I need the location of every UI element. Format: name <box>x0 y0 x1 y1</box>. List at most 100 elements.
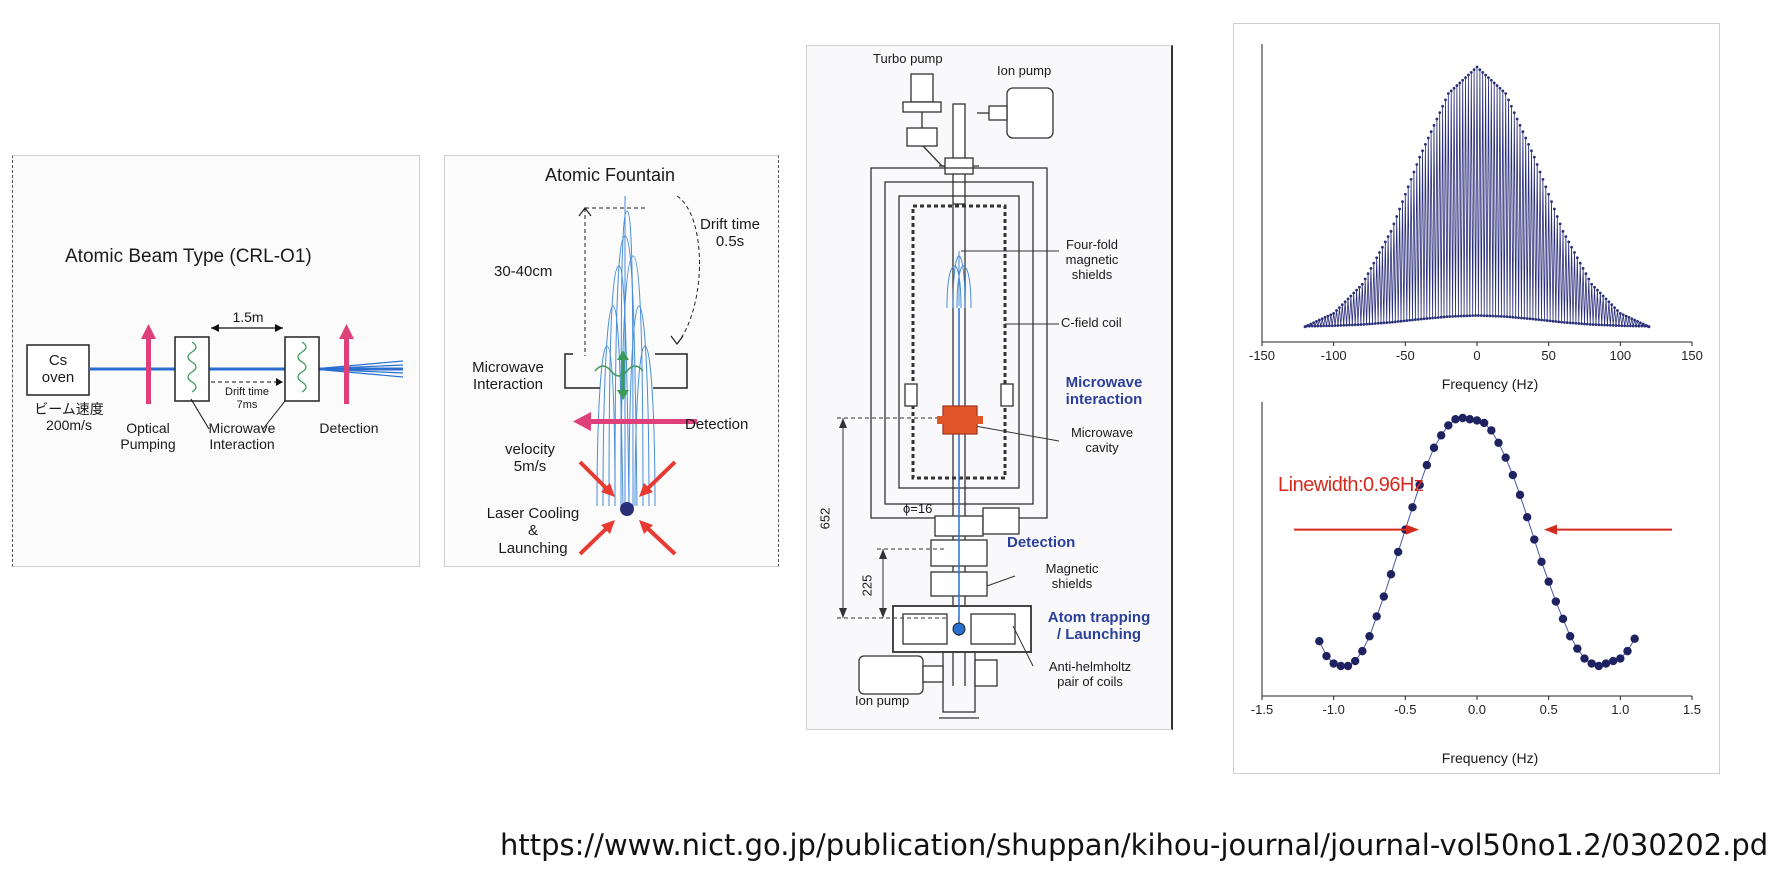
magnetic-shields-label: Magnetic shields <box>1045 561 1099 591</box>
data-point <box>1477 314 1480 317</box>
data-point <box>1512 111 1516 115</box>
data-point <box>1349 294 1353 298</box>
data-point <box>1415 480 1424 490</box>
data-point <box>1620 324 1624 328</box>
data-point <box>1366 272 1370 276</box>
data-point <box>1388 320 1391 324</box>
data-point <box>1381 245 1384 249</box>
data-point <box>1310 324 1314 328</box>
data-point <box>1561 229 1565 233</box>
data-point <box>1601 659 1611 668</box>
data-point <box>1385 321 1389 325</box>
data-point <box>1568 321 1572 325</box>
data-point <box>1358 285 1361 289</box>
data-point <box>1375 256 1379 260</box>
data-point <box>1515 117 1519 121</box>
data-point <box>1439 315 1443 319</box>
data-point <box>1343 300 1347 304</box>
data-point <box>1335 309 1338 312</box>
data-point <box>1608 323 1612 327</box>
ramsey-charts-panel: -150 -100 -50 0 50 100 150 -1.5 -1.0 -0.5 0.0 0.5 1… <box>1233 23 1720 774</box>
data-point <box>1458 81 1462 85</box>
data-point <box>1464 76 1467 80</box>
x-tick-label: 1.0 <box>1611 702 1629 717</box>
data-point <box>1541 177 1545 181</box>
data-point <box>1373 322 1377 325</box>
height-label: 30-40cm <box>494 263 553 280</box>
data-point <box>1360 282 1364 286</box>
data-point <box>1436 431 1446 440</box>
data-point <box>1610 303 1614 307</box>
atom-cloud <box>952 622 966 636</box>
data-point <box>1425 317 1429 320</box>
data-point <box>1389 229 1393 233</box>
data-point <box>1581 267 1585 270</box>
data-point <box>1492 81 1496 85</box>
turbo-pump-label: Turbo pump <box>873 51 943 66</box>
data-point <box>1538 170 1542 174</box>
data-point <box>1628 324 1632 328</box>
data-point <box>1313 324 1317 328</box>
data-point <box>1532 155 1536 159</box>
data-point <box>1540 318 1543 322</box>
data-point <box>1611 324 1615 327</box>
data-point <box>1426 136 1430 140</box>
bottom-xlabel: Frequency (Hz) <box>1441 750 1539 766</box>
data-point <box>1352 291 1356 295</box>
linewidth-annotation: Linewidth:0.96Hz <box>1278 474 1424 496</box>
cfield-label: C-field coil <box>1061 315 1122 330</box>
x-tick-label: 50 <box>1541 348 1555 363</box>
data-point <box>1616 309 1619 312</box>
data-point <box>1392 222 1396 226</box>
data-point <box>1396 320 1400 323</box>
fountain-title: Atomic Fountain <box>544 165 676 185</box>
source-url: https://www.nict.go.jp/publication/shupp… <box>500 828 1768 862</box>
beam-diagram <box>26 324 404 430</box>
data-point <box>1452 86 1456 90</box>
data-point <box>1445 315 1449 319</box>
beam-title: Atomic Beam Type (CRL-O1) <box>65 246 312 267</box>
data-point <box>1350 323 1354 327</box>
data-point <box>1571 321 1575 325</box>
data-point <box>1416 317 1420 321</box>
data-point <box>1537 557 1546 567</box>
ion-pump-bottom-label: Ion pump <box>855 693 910 708</box>
data-point <box>1627 316 1631 319</box>
optical-pumping-label: Optical Pumping <box>120 420 176 453</box>
data-point <box>1372 261 1376 265</box>
data-point <box>1368 322 1371 326</box>
cooling-label: Laser Cooling & Launching <box>486 505 580 557</box>
data-point <box>1502 315 1506 318</box>
data-point <box>1382 321 1386 325</box>
data-point <box>1617 324 1621 328</box>
drift-label: Drift time 7ms <box>225 386 269 411</box>
arrow-left-icon <box>573 412 591 431</box>
data-point <box>1624 314 1628 318</box>
x-tick-label: -50 <box>1396 348 1415 363</box>
cavity-label: Microwave cavity <box>1070 425 1134 455</box>
data-point <box>1481 70 1485 74</box>
data-point <box>1565 321 1569 325</box>
data-point <box>1630 317 1634 321</box>
data-point <box>1614 324 1618 327</box>
data-point <box>1431 316 1434 320</box>
data-point <box>1355 288 1358 292</box>
data-point <box>1591 323 1595 326</box>
data-point <box>1522 513 1532 522</box>
x-tick-label: 1.5 <box>1683 702 1701 717</box>
data-point <box>1436 316 1440 319</box>
data-point <box>1455 84 1459 87</box>
data-point <box>1365 322 1369 326</box>
drift-time-label: Drift time 0.5s <box>700 216 760 251</box>
data-point <box>1544 185 1548 189</box>
data-point <box>1471 314 1475 318</box>
x-tick-label: -0.5 <box>1394 702 1416 717</box>
data-point <box>1623 646 1632 656</box>
speed-label: ビーム速度 200m/s <box>34 401 104 434</box>
data-point <box>1456 314 1460 318</box>
data-point <box>1553 207 1556 211</box>
data-point <box>1530 149 1533 153</box>
data-point <box>1421 149 1424 153</box>
data-point <box>1467 73 1470 77</box>
data-point <box>1348 323 1351 327</box>
